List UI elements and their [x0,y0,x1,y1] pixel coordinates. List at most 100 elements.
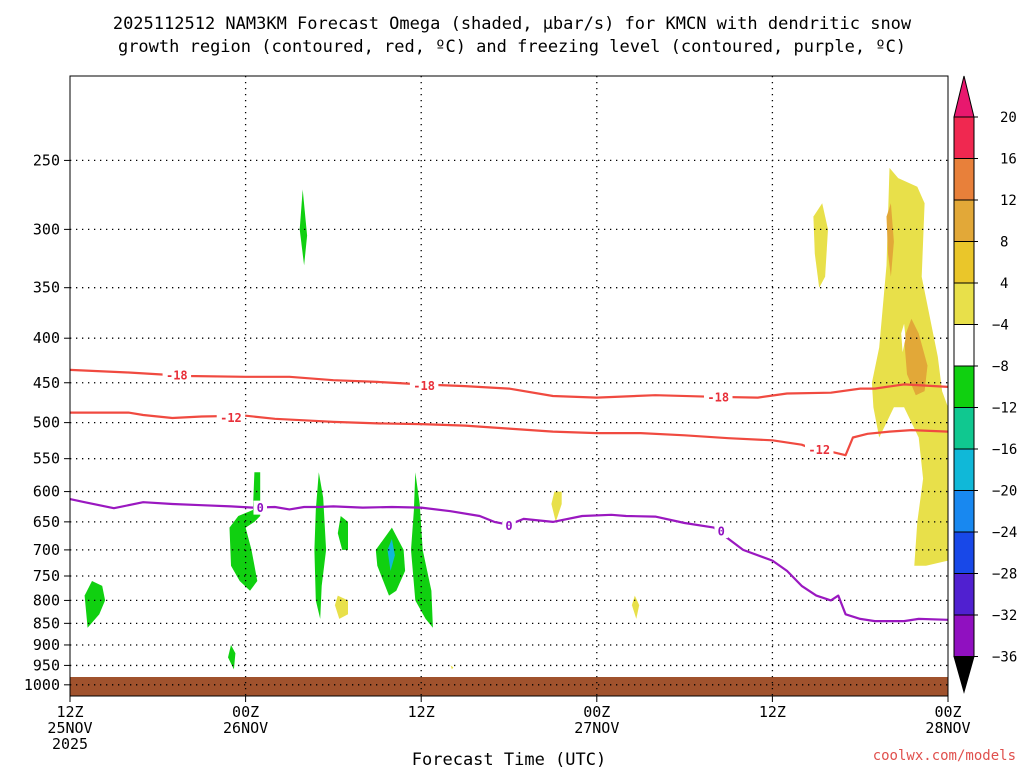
colorbar-label-2: 12 [1000,193,1017,209]
contour-label-bg--18-0 [162,368,192,383]
omega-shade-region-17 [901,323,906,353]
omega-shade-region-11 [631,595,640,619]
x-tick-label-48-0: 12Z [759,703,786,721]
y-tick-label-750: 750 [33,567,60,585]
contour-line-0 [69,498,949,623]
contour-label-0-2: 0 [718,525,725,539]
omega-shade-region-12 [450,665,454,670]
omega-shade-region-10 [551,491,562,522]
colorbar-label-3: 8 [1000,235,1008,251]
ground-surface [70,677,948,696]
omega-shade-region-7 [411,472,433,628]
colorbar-label-4: 4 [1000,276,1008,292]
y-tick-label-600: 600 [33,483,60,501]
y-tick-label-650: 650 [33,513,60,531]
x-tick-label-12-0: 00Z [232,703,259,721]
omega-shade-region-2 [228,645,236,670]
x-tick-label-60-1: 28NOV [925,719,970,737]
colorbar-bin-11 [953,573,975,616]
x-tick-label-12-1: 26NOV [223,719,268,737]
colorbar: 20 16 12 8 4 −4 −8 −12 −16 −20 −24 −28 −32 −36 [953,75,1017,694]
y-tick-label-950: 950 [33,656,60,674]
contour-label-0-1: 0 [505,519,512,533]
colorbar-bin-1 [953,158,975,201]
contour-label--18-1: -18 [413,379,435,393]
colorbar-bin-3 [953,241,975,284]
omega-shade-region-16 [904,318,928,396]
y-tick-label-700: 700 [33,541,60,559]
y-tick-label-800: 800 [33,591,60,609]
y-tick-label-450: 450 [33,374,60,392]
x-tick-label-0-0: 12Z [56,703,83,721]
omega-shade-region-8 [387,538,395,571]
colorbar-label-0: 20 [1000,110,1017,126]
omega-shade-region-1 [299,189,308,266]
omega-shade-region-4 [314,472,327,619]
colorbar-label-5: −4 [992,318,1009,334]
colorbar-bin-0 [953,116,975,159]
contour-label-bg--18-2 [704,389,733,404]
y-tick-label-850: 850 [33,614,60,632]
colorbar-label-6: −8 [992,359,1009,375]
contour-label-bg-0-0 [253,500,267,515]
colorbar-bin-4 [953,282,975,325]
colorbar-top-arrow [953,75,975,118]
colorbar-label-7: −12 [992,401,1017,417]
y-tick-label-400: 400 [33,329,60,347]
x-tick-label-36-0: 00Z [583,703,610,721]
contour-label--18-0: -18 [166,369,188,383]
chart-title-line-1: 2025112512 NAM3KM Forecast Omega (shaded… [113,14,912,34]
y-tick-label-500: 500 [33,414,60,432]
y-tick-label-300: 300 [33,220,60,238]
colorbar-bin-8 [953,448,975,491]
x-axis-label: Forecast Time (UTC) [412,750,606,768]
contour-label-bg-0-1 [502,518,516,533]
colorbar-bin-10 [953,531,975,574]
y-tick-label-550: 550 [33,450,60,468]
y-tick-label-250: 250 [33,151,60,169]
x-tick-label-36-1: 27NOV [574,719,619,737]
y-axis: 250 300 350 400 450 500 550 600 650 700 750 800 850 9… [24,151,70,694]
credit-text: coolwx.com/models [873,748,1016,764]
colorbar-label-1: 16 [1000,152,1017,168]
contour-label-0-0: 0 [257,501,264,515]
plot-frame [69,75,949,697]
contour-label-bg--12-0 [216,410,246,425]
contour-label--12-0: -12 [220,411,242,425]
y-tick-label-350: 350 [33,279,60,297]
colorbar-label-12: −32 [992,608,1017,624]
colorbar-bin-9 [953,490,975,533]
contour-line--18 [69,368,949,399]
colorbar-bin-6 [953,365,975,408]
plot-background [70,76,948,696]
contour-label-bg--12-1 [804,442,834,457]
omega-shade-region-15 [886,203,894,277]
x-tick-label-0-1: 25NOV [47,719,92,737]
omega-shade-region-9 [334,595,348,619]
colorbar-label-8: −16 [992,442,1017,458]
colorbar-bottom-arrow [953,656,975,694]
omega-shade-region-5 [337,516,348,550]
omega-shade-region-13 [813,203,828,288]
omega-shade-region-3 [229,472,261,591]
omega-shade-region-0 [84,581,106,628]
plot-area: -18 -18 -18 -12 -12 0 0 0 [69,75,949,697]
colorbar-bin-2 [953,199,975,242]
colorbar-bin-5 [953,324,975,367]
contour-label--18-2: -18 [707,390,729,404]
contour-label-bg--18-1 [409,378,439,393]
y-tick-label-900: 900 [33,636,60,654]
colorbar-label-9: −20 [992,484,1017,500]
x-tick-label-60-0: 00Z [934,703,961,721]
y-tick-label-1000: 1000 [24,676,60,694]
colorbar-bin-7 [953,407,975,450]
colorbar-label-11: −28 [992,567,1017,583]
contour-label-bg-0-2 [714,524,728,539]
contour-label--12-1: -12 [808,443,830,457]
x-tick-label-0-2: 2025 [52,735,88,753]
contour-lines: -18 -18 -18 -12 -12 0 0 0 [69,368,949,623]
colorbar-bin-12 [953,614,975,657]
colorbar-label-10: −24 [992,525,1017,541]
